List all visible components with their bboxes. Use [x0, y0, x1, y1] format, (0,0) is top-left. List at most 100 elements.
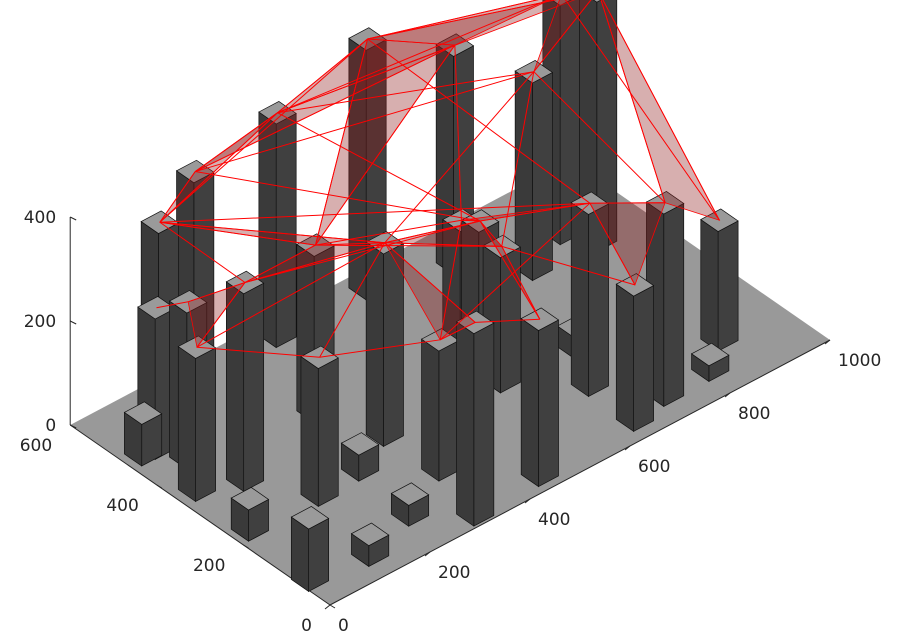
building [300, 345, 339, 508]
link-line [187, 282, 246, 303]
building [290, 506, 330, 593]
link-line [277, 0, 550, 114]
link-line [159, 38, 368, 223]
building-face-side [700, 218, 719, 352]
link-line [244, 244, 316, 283]
y-tick-mark [156, 484, 163, 489]
x-tick-label: 600 [638, 457, 670, 477]
link-line [384, 242, 476, 323]
building [348, 27, 387, 301]
link-line [439, 202, 591, 341]
building-roof [137, 295, 176, 320]
building-face-side [615, 283, 634, 433]
x-tick-mark [724, 392, 731, 398]
building-face-front [633, 284, 654, 432]
link-line [367, 38, 591, 204]
y-tick-label: 400 [106, 496, 138, 516]
y-tick-mark [243, 544, 249, 549]
building-roof [350, 522, 390, 547]
building [482, 234, 522, 394]
link-line [600, 0, 666, 203]
building [690, 342, 730, 383]
x-tick-label: 400 [538, 510, 570, 530]
y-tick-mark [329, 604, 336, 609]
link-line [196, 346, 320, 358]
building-face-front [538, 319, 559, 488]
link-line [454, 45, 462, 221]
building-face-side [177, 345, 196, 503]
link-line [195, 171, 481, 222]
x-tick-label: 800 [738, 404, 770, 424]
x-axis-line [329, 339, 831, 606]
building-face-front [195, 347, 216, 503]
link-line [194, 44, 456, 172]
link-line [315, 244, 502, 247]
z-tick-mark [69, 320, 77, 325]
building-roof [340, 432, 380, 456]
link-line [277, 44, 456, 114]
building [520, 307, 560, 488]
link-line [501, 245, 636, 286]
building [514, 59, 554, 282]
building [390, 482, 430, 527]
link-line [159, 221, 316, 246]
link-line [315, 219, 462, 246]
building-roof [290, 506, 330, 530]
building-face-side [300, 355, 319, 508]
link-line [319, 242, 386, 358]
link-line [277, 112, 481, 222]
x-tick-mark [824, 339, 831, 345]
building [340, 432, 380, 482]
building-face-side [290, 516, 309, 593]
link-line [196, 242, 386, 348]
link-line [533, 71, 666, 204]
y-tick-label: 600 [20, 436, 52, 456]
link-line [156, 301, 189, 309]
links-layer [156, 0, 721, 358]
building-face-front [438, 339, 460, 482]
link-line [480, 202, 590, 222]
link-line [159, 112, 278, 223]
x-tick-label: 0 [338, 616, 349, 636]
building-face-front [383, 242, 404, 447]
building [615, 273, 655, 433]
link-line [159, 171, 196, 223]
building-roof [390, 482, 430, 506]
link-line [159, 202, 590, 223]
building-face-side [225, 281, 245, 493]
building-face-front [588, 203, 609, 398]
z-tick-mark [69, 216, 77, 221]
building [225, 270, 265, 493]
building-face-front [663, 202, 685, 407]
link-line [319, 339, 441, 358]
link-line [244, 220, 481, 283]
y-tick-label: 0 [301, 616, 312, 636]
building [570, 191, 610, 398]
link-line [314, 38, 369, 246]
building [365, 230, 405, 448]
x-tick-mark [324, 604, 331, 610]
building-roof [593, 0, 602, 3]
link-line [315, 44, 456, 246]
building [700, 208, 739, 352]
building-face-side [421, 338, 440, 482]
link-line [159, 221, 246, 283]
link-line [384, 220, 481, 244]
link-line [589, 202, 636, 286]
link-line [194, 112, 278, 172]
building-roof [230, 487, 270, 511]
building [350, 522, 390, 568]
x-tick-mark [624, 445, 631, 451]
building [230, 487, 270, 542]
z-tick-label: 0 [45, 416, 56, 436]
link-line [367, 0, 539, 40]
building-face-front [243, 282, 265, 492]
building-roof [123, 401, 163, 425]
z-tick-label: 200 [24, 312, 56, 332]
link-line [501, 246, 541, 320]
link-line [439, 220, 462, 340]
building-face-front [308, 517, 329, 593]
link-line [384, 71, 535, 244]
